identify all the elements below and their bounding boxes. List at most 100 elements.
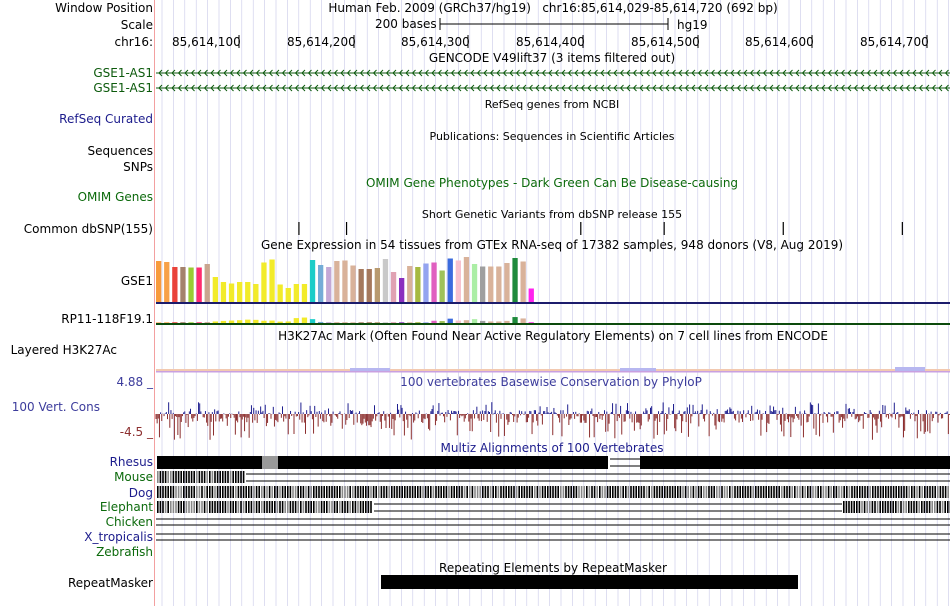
dog-alignment <box>695 486 697 498</box>
dbsnp-track-title[interactable]: Short Genetic Variants from dbSNP releas… <box>421 208 683 221</box>
gtex-track-title[interactable]: Gene Expression in 54 tissues from GTEx … <box>260 238 844 252</box>
species-label-dog[interactable]: Dog <box>128 486 153 500</box>
species-label-mouse[interactable]: Mouse <box>114 470 153 484</box>
gtex-expression-bars[interactable] <box>156 257 950 325</box>
dog-alignment <box>528 486 531 498</box>
snps-track-label[interactable]: SNPs <box>123 160 153 174</box>
rp11-tissue-bar <box>512 317 518 323</box>
dog-alignment <box>942 486 944 498</box>
dog-alignment <box>406 486 409 498</box>
gtex-gene-label-gse1[interactable]: GSE1 <box>120 274 153 288</box>
dog-alignment <box>908 486 910 498</box>
elephant-alignment <box>170 501 172 513</box>
dog-alignment <box>435 486 437 498</box>
dog-alignment <box>762 486 765 498</box>
dog-alignment <box>645 486 648 498</box>
dog-alignment <box>219 486 221 498</box>
dog-alignment <box>765 486 767 498</box>
rp11-tissue-bar <box>293 318 299 323</box>
elephant-alignment <box>201 501 203 513</box>
rhesus-alignment <box>262 456 278 469</box>
species-label-rhesus[interactable]: Rhesus <box>109 455 153 469</box>
phylop-conservation-plot[interactable] <box>155 402 950 440</box>
dog-alignment <box>734 486 736 498</box>
phylop-track-label[interactable]: 100 Vert. Cons <box>11 400 100 414</box>
dog-alignment <box>370 486 372 498</box>
dog-alignment <box>679 486 682 498</box>
gse1-tissue-bar <box>285 288 291 302</box>
gse1-tissue-bar <box>188 267 194 302</box>
gtex-gene-label-rp11[interactable]: RP11-118F19.1 <box>61 312 153 326</box>
elephant-alignment <box>198 501 201 513</box>
elephant-alignment <box>214 501 216 513</box>
repeatmasker-features[interactable] <box>381 575 798 589</box>
repeatmasker-track-label[interactable]: RepeatMasker <box>67 576 153 590</box>
gse1-tissue-bar <box>172 267 178 302</box>
dog-alignment <box>521 486 523 498</box>
refseq-track-title[interactable]: RefSeq genes from NCBI <box>484 98 620 111</box>
repeatmasker-track-title[interactable]: Repeating Elements by RepeatMasker <box>439 561 667 575</box>
elephant-alignment <box>861 501 863 513</box>
species-label-chicken[interactable]: Chicken <box>105 515 153 529</box>
dog-alignment <box>677 486 679 498</box>
gencode-track-title[interactable]: GENCODE V49lift37 (3 items filtered out) <box>428 51 676 65</box>
mouse-alignment <box>190 471 193 483</box>
dog-alignment <box>367 486 370 498</box>
omim-track-label[interactable]: OMIM Genes <box>77 190 153 204</box>
phylop-min-value: -4.5 _ <box>119 425 153 439</box>
sequences-track-label[interactable]: Sequences <box>87 144 153 158</box>
rp11-tissue-bar <box>520 318 526 323</box>
dog-alignment <box>916 486 918 498</box>
dog-alignment <box>354 486 357 498</box>
dbsnp-track-label[interactable]: Common dbSNP(155) <box>23 222 153 236</box>
mouse-alignment <box>229 471 232 483</box>
species-label-elephant[interactable]: Elephant <box>99 500 153 514</box>
elephant-alignment <box>224 501 227 513</box>
gencode-item-label[interactable]: GSE1-AS1 <box>93 66 153 80</box>
multiz-alignments[interactable] <box>156 456 950 541</box>
omim-track-title[interactable]: OMIM Gene Phenotypes - Dark Green Can Be… <box>365 176 739 190</box>
publications-track-title[interactable]: Publications: Sequences in Scientific Ar… <box>429 130 675 143</box>
species-label-zebrafish[interactable]: Zebrafish <box>96 545 153 559</box>
elephant-alignment <box>242 501 245 513</box>
elephant-alignment <box>320 501 323 513</box>
window-position-value: Human Feb. 2009 (GRCh37/hg19) chr16:85,6… <box>328 1 778 15</box>
dog-alignment <box>209 486 211 498</box>
gencode-features[interactable] <box>156 69 950 92</box>
phylop-track-title[interactable]: 100 vertebrates Basewise Conservation by… <box>400 375 702 389</box>
rp11-tissue-bar <box>164 322 170 323</box>
dog-alignment <box>266 486 268 498</box>
dog-alignment <box>357 486 359 498</box>
elephant-alignment <box>892 501 894 513</box>
elephant-alignment <box>365 501 367 513</box>
dog-alignment <box>749 486 752 498</box>
dog-alignment <box>627 486 630 498</box>
dog-alignment <box>638 486 640 498</box>
dog-alignment <box>900 486 903 498</box>
gencode-item-label[interactable]: GSE1-AS1 <box>93 81 153 95</box>
mouse-alignment <box>180 471 182 483</box>
rp11-tissue-bar <box>269 320 275 323</box>
h3k27ac-signal[interactable] <box>156 367 950 373</box>
gse1-tissue-bar <box>496 266 502 302</box>
elephant-alignment <box>882 501 884 513</box>
dog-alignment <box>892 486 895 498</box>
h3k27ac-track-title[interactable]: H3K27Ac Mark (Often Found Near Active Re… <box>278 329 828 343</box>
rp11-tissue-bar <box>342 322 348 323</box>
refseq-track-label[interactable]: RefSeq Curated <box>59 112 153 126</box>
dog-alignment <box>817 486 819 498</box>
dog-alignment <box>791 486 793 498</box>
dog-alignment <box>859 486 861 498</box>
rp11-tissue-bar <box>237 320 243 323</box>
dog-alignment <box>346 486 349 498</box>
species-label-x-tropicalis[interactable]: X_tropicalis <box>84 530 153 544</box>
dbsnp-features[interactable] <box>298 222 903 235</box>
multiz-track-title[interactable]: Multiz Alignments of 100 Vertebrates <box>440 441 664 455</box>
h3k27ac-track-label[interactable]: Layered H3K27Ac <box>10 343 117 357</box>
dog-alignment <box>190 486 193 498</box>
dog-alignment <box>632 486 635 498</box>
dog-alignment <box>814 486 817 498</box>
dog-alignment <box>396 486 398 498</box>
elephant-alignment <box>869 501 871 513</box>
